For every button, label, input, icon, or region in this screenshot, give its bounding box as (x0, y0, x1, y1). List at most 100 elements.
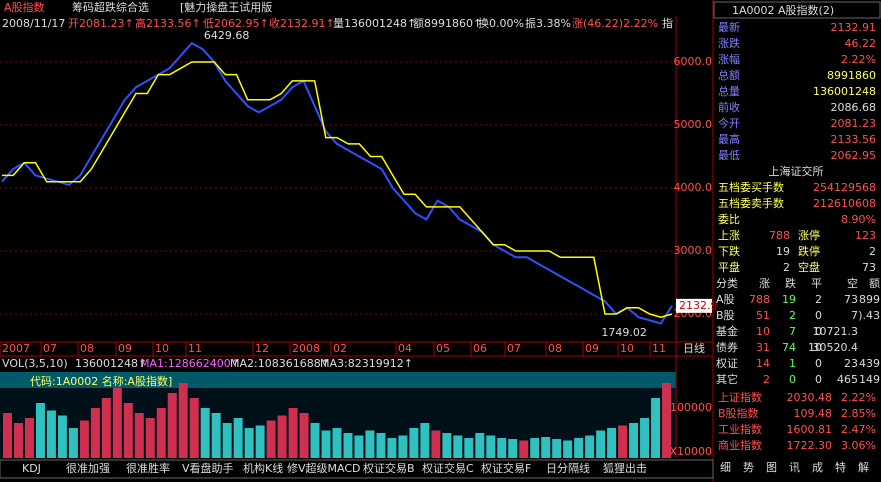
panel-tab[interactable]: 特 (835, 460, 846, 474)
breadth-cell: 2 (783, 261, 790, 274)
volume-bar (398, 435, 408, 458)
table-cell: 2 (763, 373, 770, 386)
volume-bar (530, 438, 540, 458)
breadth-cell: 788 (769, 229, 790, 242)
table-cell: 0 (815, 373, 822, 386)
y-tick-label: 3000.0 (674, 244, 713, 257)
table-cell: 债券 (716, 340, 738, 354)
table-cell: ).43 (858, 309, 880, 322)
info-item: 涨(46.22)2.22% (572, 17, 658, 30)
breadth-cell: 平盘 (718, 260, 740, 274)
table-cell: 0 (789, 373, 796, 386)
panel-tab[interactable]: 解 (858, 460, 869, 474)
quote-label: 最新 (718, 20, 740, 34)
last-price-label: 2132.9 (679, 299, 718, 312)
breadth-cell: 上涨 (718, 229, 740, 242)
volume-bar (354, 435, 364, 458)
volume-bar (486, 435, 496, 458)
panel-tab[interactable]: 讯 (789, 461, 800, 474)
volume-bar (178, 383, 188, 458)
table-cell: 30520.4 (813, 341, 859, 354)
volume-legend: 136001248↑ (75, 357, 147, 370)
table-cell: 1 (789, 357, 796, 370)
date-label: 08 (80, 342, 94, 355)
info-item: 振3.38% (525, 16, 571, 30)
date-label: 02 (333, 342, 347, 355)
table-cell: 2 (815, 293, 822, 306)
panel-tab[interactable]: 图 (766, 461, 777, 474)
index-change: 2.47% (841, 423, 876, 436)
tab[interactable]: 机构K线 (243, 461, 283, 475)
volume-bar (112, 388, 122, 458)
panel-header-bg (713, 1, 881, 19)
quote-label: 最高 (718, 132, 740, 146)
order-value: 254129568 (813, 181, 876, 194)
volume-bar (332, 428, 342, 458)
date-label: 11 (652, 342, 666, 355)
table-header: 涨 (759, 277, 770, 290)
date-label: 07 (43, 342, 57, 355)
menu-item[interactable]: 筹码超跌综合选 (72, 0, 149, 14)
quote-value: 136001248 (813, 85, 876, 98)
tab[interactable]: 很准加强 (66, 461, 110, 475)
tab[interactable]: 权证交易C (422, 461, 474, 475)
volume-bar (266, 420, 276, 458)
date-label: 09 (585, 342, 599, 355)
index-change: 3.06% (841, 439, 876, 452)
table-cell: 2 (789, 309, 796, 322)
breadth-cell: 73 (862, 261, 876, 274)
volume-bar (134, 413, 144, 458)
quote-label: 涨跌 (718, 36, 740, 50)
quote-label: 总额 (718, 68, 740, 82)
table-cell: 0 (815, 357, 822, 370)
info-date: 2008/11/17 (2, 17, 65, 30)
tab[interactable]: KDJ (22, 462, 41, 475)
volume-legend: VOL(3,5,10) (2, 357, 68, 370)
table-cell: 0 (815, 309, 822, 322)
quote-value: 2062.95 (831, 149, 877, 162)
table-cell: 7 (789, 325, 796, 338)
volume-legend: MA3:82319912↑ (320, 357, 413, 370)
price-line (1, 41, 673, 325)
volume-bar (508, 439, 518, 458)
volume-bar (310, 423, 320, 458)
tab[interactable]: 修V超级MACD (287, 461, 361, 475)
trend-line (2, 61, 673, 318)
panel-tab[interactable]: 势 (743, 461, 754, 474)
menu-item[interactable]: [魅力操盘王试用版 (180, 0, 272, 14)
table-cell: B股 (716, 309, 735, 322)
tab[interactable]: V看盘助手 (182, 461, 234, 475)
tab-bar (0, 459, 714, 479)
table-cell: 其它 (716, 372, 738, 386)
volume-bar (563, 440, 573, 458)
info-item: 量136001248↑ (333, 17, 416, 30)
tab[interactable]: 狐狸出击 (603, 461, 647, 475)
index-change: 2.85% (841, 407, 876, 420)
quote-value: 8991860 (827, 69, 876, 82)
panel-tab[interactable]: 成 (812, 461, 823, 474)
table-header: 跌 (785, 276, 796, 290)
menu-bar (0, 0, 713, 16)
table-cell: 7 (851, 309, 858, 322)
quote-label: 前收 (718, 100, 740, 114)
table-cell: 10 (808, 341, 822, 354)
tab[interactable]: 权证交易B (363, 461, 415, 475)
y-tick-label: 4000.0 (674, 181, 713, 194)
volume-bar (409, 428, 419, 458)
panel-tab[interactable]: 细 (720, 461, 731, 474)
tab[interactable]: 日分隔线 (546, 461, 590, 475)
index-name: 上证指数 (718, 390, 762, 404)
breadth-cell: 空盘 (798, 260, 820, 274)
volume-bar (376, 433, 386, 458)
table-header: 空 (847, 276, 858, 290)
tab[interactable]: 权证交易F (481, 461, 531, 475)
period-label[interactable]: 日线 (683, 341, 705, 355)
panel-header: 1A0002 A股指数(2) (732, 3, 834, 17)
tab[interactable]: 很准胜率 (126, 461, 170, 475)
quote-value: 46.22 (845, 37, 877, 50)
volume-bar (596, 430, 606, 458)
volume-bar (68, 428, 78, 458)
order-label: 五档委卖手数 (718, 196, 784, 210)
volume-bar (607, 428, 617, 458)
volume-bar (145, 418, 155, 458)
